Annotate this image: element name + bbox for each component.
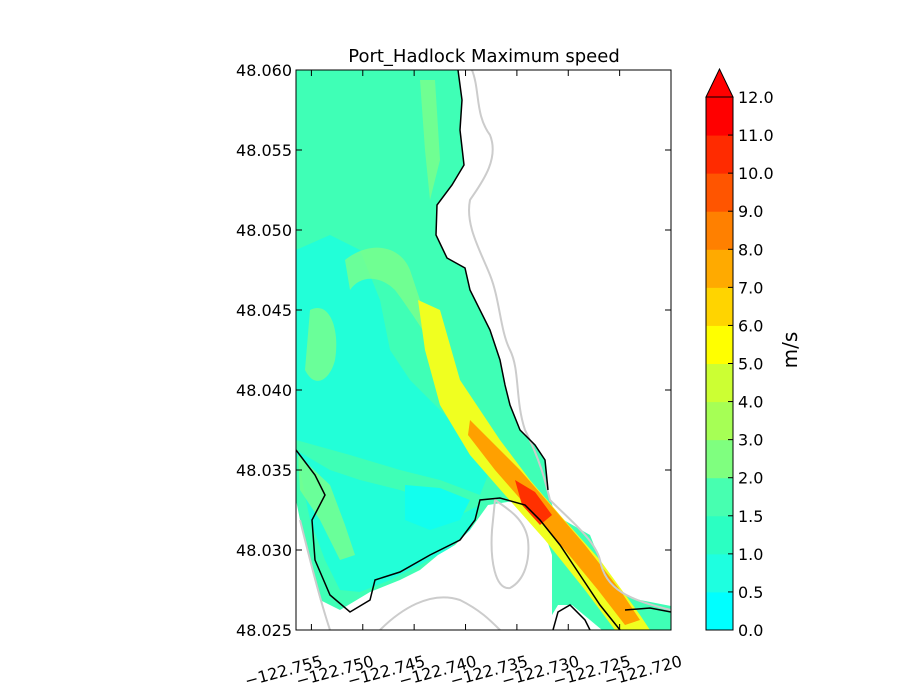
y-tick-label: 48.050	[236, 221, 292, 240]
shoreline	[552, 604, 591, 630]
colorbar-segment	[706, 211, 733, 250]
colorbar-tick-label: 8.0	[738, 240, 763, 259]
medium-speed-swirl	[420, 80, 440, 200]
shoreline	[296, 449, 621, 630]
land-contour	[379, 596, 501, 630]
channel-orange-band	[468, 420, 640, 625]
colorbar-tick-label: 4.0	[738, 393, 763, 412]
colorbar-tick-label: 10.0	[738, 164, 774, 183]
low-speed-patch	[296, 235, 490, 495]
map-plot-area	[296, 70, 671, 630]
colorbar-segment	[706, 477, 733, 517]
colorbar-segment	[706, 135, 733, 174]
colorbar-extend-arrow	[705, 67, 734, 98]
land-contour	[468, 70, 671, 611]
colorbar-segment	[706, 249, 733, 288]
shoreline	[624, 607, 671, 613]
colorbar-segment	[706, 591, 733, 631]
medium-speed-swirl	[298, 455, 355, 560]
colorbar-segment	[706, 363, 733, 403]
colorbar-tick-label: 0.0	[738, 621, 763, 640]
colorbar-tick-label: 7.0	[738, 278, 763, 297]
colorbar-segment	[706, 553, 733, 593]
channel-red-core	[515, 480, 552, 525]
colorbar-label: m/s	[778, 332, 802, 369]
y-axis: 48.060 48.055 48.050 48.045 48.040 48.035 48.0…	[236, 61, 671, 640]
colorbar-tick-label: 11.0	[738, 126, 774, 145]
land-contour	[490, 498, 530, 590]
channel-yellow-band	[418, 300, 650, 630]
medium-speed-swirl	[345, 247, 440, 360]
y-tick-label: 48.055	[236, 141, 292, 160]
land-contour	[299, 519, 331, 630]
very-low-speed-patch	[405, 485, 470, 530]
colorbar-segment	[706, 515, 733, 555]
colorbar-segment	[706, 173, 733, 212]
y-tick-label: 48.060	[236, 61, 292, 80]
y-tick-label: 48.025	[236, 621, 292, 640]
colorbar-tick-label: 0.5	[738, 583, 763, 602]
colorbar: 0.0 0.5 1.0 1.5 2.0 3.0 4.0 5.0 6.0 7.0 8.0 9.0 10.0…	[705, 67, 774, 640]
colorbar-segment	[706, 97, 733, 136]
colorbar-tick-label: 6.0	[738, 316, 763, 335]
plot-frame	[295, 69, 672, 631]
colorbar-segment	[706, 439, 733, 479]
shoreline	[435, 70, 549, 491]
y-tick-label: 48.045	[236, 301, 292, 320]
colorbar-tick-label: 9.0	[738, 202, 763, 221]
colorbar-segment	[706, 325, 733, 364]
colorbar-tick-label: 3.0	[738, 431, 763, 450]
y-tick-label: 48.035	[236, 461, 292, 480]
colorbar-tick-label: 2.0	[738, 469, 763, 488]
colorbar-tick-label: 1.0	[738, 545, 763, 564]
y-tick-label: 48.030	[236, 541, 292, 560]
colorbar-segment	[706, 401, 733, 441]
medium-speed-swirl	[305, 308, 337, 381]
colorbar-segment	[706, 287, 733, 326]
colorbar-tick-label: 1.5	[738, 507, 763, 526]
map-title: Port_Hadlock Maximum speed	[348, 46, 620, 67]
colorbar-tick-label: 5.0	[738, 355, 763, 374]
y-tick-label: 48.040	[236, 381, 292, 400]
colorbar-tick-label: 12.0	[738, 88, 774, 107]
